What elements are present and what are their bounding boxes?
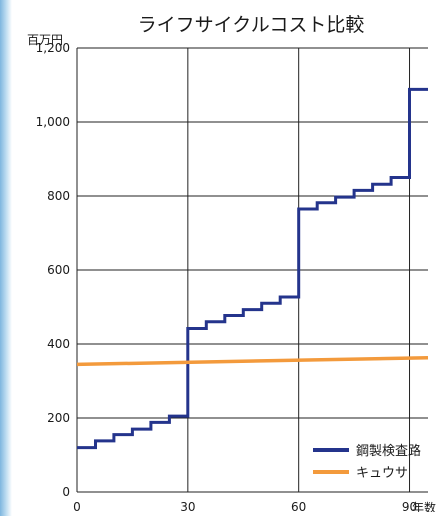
x-tick-label: 30 <box>180 500 195 512</box>
legend-label: キュウサ <box>356 466 408 481</box>
series-line <box>77 87 428 450</box>
legend-label: 鋼製検査路 <box>356 443 421 459</box>
x-tick-label: 90 <box>402 500 417 512</box>
chart-title: ライフサイクルコスト比較 <box>138 14 365 36</box>
x-axis-ticks: 0 30 60 90 <box>73 500 417 514</box>
y-axis-ticks: 0 200 400 600 800 1,000 1,200 <box>36 41 70 499</box>
x-tick-label: 60 <box>291 500 306 512</box>
grid-lines <box>76 47 428 493</box>
y-tick-label: 0 <box>62 485 70 499</box>
y-tick-label: 400 <box>47 337 70 351</box>
series-line <box>76 355 429 367</box>
y-tick-label: 200 <box>47 411 70 425</box>
y-tick-label: 1,200 <box>36 41 70 55</box>
y-tick-label: 800 <box>47 189 70 203</box>
series-lines <box>76 87 429 450</box>
x-tick-label: 0 <box>73 500 81 512</box>
x-axis-unit-label: 年数 <box>412 500 436 512</box>
y-tick-label: 1,000 <box>36 115 70 129</box>
y-axis-unit-label: 百万円 <box>27 33 63 47</box>
y-tick-label: 600 <box>47 263 70 277</box>
